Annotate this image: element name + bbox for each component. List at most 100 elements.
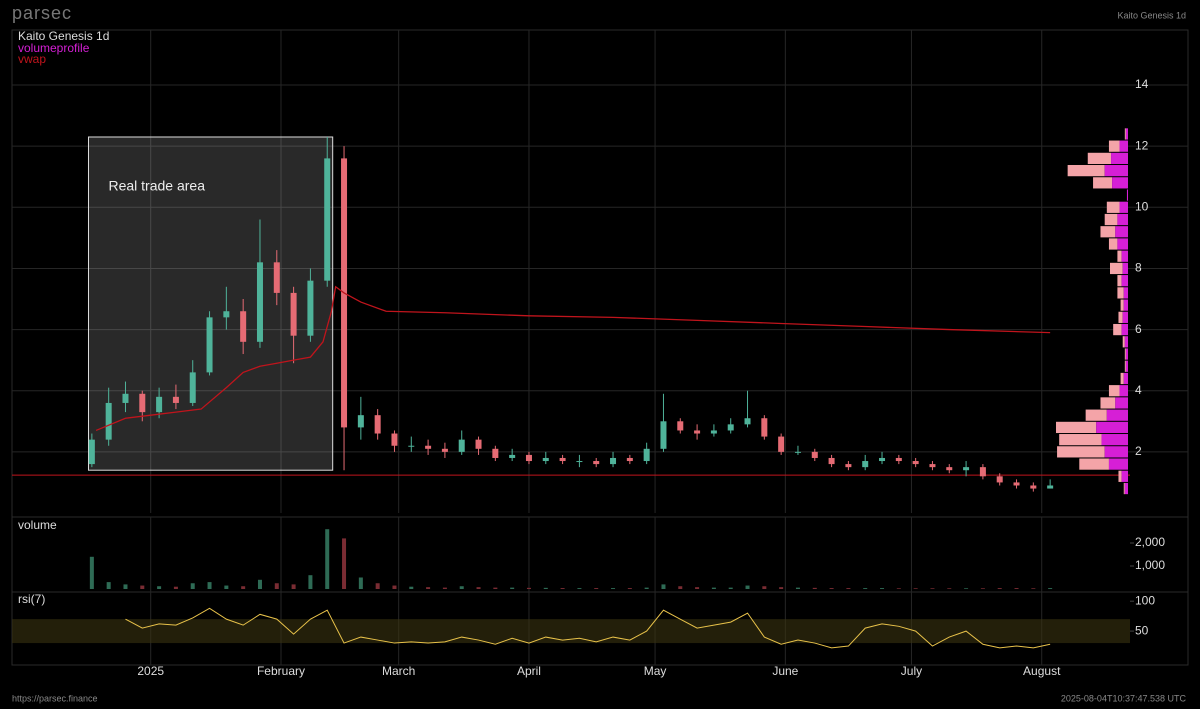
profile-buy [1121,275,1128,287]
candle-body [156,396,163,413]
volume-bar [459,586,464,589]
volume-bar [325,529,330,589]
profile-sell [1100,397,1116,409]
candle-body [357,415,364,428]
candle-body [492,448,499,458]
volume-bar [745,585,750,589]
volume-bar [106,582,111,589]
volume-bar [224,585,229,589]
candle-body [710,430,717,434]
candle-body [88,439,95,465]
profile-buy [1106,409,1128,421]
profile-buy [1112,177,1128,189]
profile-sell [1087,152,1112,165]
candle-body [391,433,398,446]
annotation-text: Real trade area [108,178,205,194]
volume-bar [980,588,985,589]
volume-bar [812,587,817,589]
vwap-line [95,285,1051,432]
volume-bar [526,587,531,589]
profile-buy [1104,446,1128,458]
volume-bar [257,579,262,589]
candle-body [895,457,902,462]
volume-bar [930,588,935,589]
candle-body [324,158,331,281]
profile-sell [1117,287,1124,299]
volume-bar [627,588,632,589]
profile-sell [1124,348,1126,360]
candle-body [273,262,280,293]
candle-body [862,461,869,468]
volume-bar [661,584,666,589]
profile-buy [1117,213,1128,226]
y-tick-label: 8 [1135,261,1142,275]
profile-buy [1101,434,1128,446]
profile-sell [1057,446,1105,458]
volume-bar [157,586,162,589]
x-tick-label: 2025 [137,664,164,678]
profile-buy [1125,128,1128,140]
candle-body [946,467,953,471]
chart-title: Kaito Genesis 1d [18,29,109,43]
profile-sell [1108,140,1120,152]
y-tick-label: 10 [1135,199,1149,213]
profile-sell [1100,226,1116,238]
volume-bar [560,588,565,589]
volume-bar [543,587,548,589]
profile-sell [1110,262,1123,275]
volume-bar [1031,588,1036,589]
volume-bar [695,587,700,589]
rsi-line [125,607,1051,649]
profile-sell [1106,201,1120,213]
candle-body [643,448,650,462]
profile-sell [1079,458,1109,470]
candle-body [660,421,667,449]
x-tick-label: June [772,664,798,678]
x-tick-label: February [257,664,305,678]
profile-sell [1056,421,1097,434]
candle-body [610,457,617,465]
candle-body [761,418,768,437]
profile-buy [1117,238,1128,250]
volume-bar [846,588,851,589]
volume-bar [964,588,969,589]
volume-bar [880,588,885,589]
profile-sell [1117,275,1122,287]
legend-entry: volumeprofile [18,41,90,55]
candle-body [778,436,785,452]
volume-bar [342,538,347,589]
volume-bar [493,587,498,589]
volume-bar [510,587,515,589]
profile-buy [1108,458,1128,470]
volume-bar [241,586,246,589]
profile-buy [1121,470,1128,482]
candle-body [963,467,970,471]
profile-sell [1067,165,1105,177]
candle-body [509,454,516,458]
volume-bar [611,588,616,589]
volume-bar [947,588,952,589]
profile-buy [1123,299,1128,311]
x-tick-label: March [382,664,415,678]
candle-body [206,317,213,373]
profile-buy [1123,287,1128,299]
volume-bar [997,588,1002,589]
candle-body [122,393,129,403]
volume-bar [863,588,868,589]
candle-body [828,457,835,465]
volume-bar [358,577,363,589]
candle-body [105,402,112,440]
profile-buy [1119,140,1128,152]
y-tick-label: 6 [1135,322,1142,336]
candle-body [139,393,146,413]
volume-bar [426,587,431,589]
profile-buy [1096,421,1128,434]
candle-body [912,461,919,465]
volume-bar [913,588,918,589]
candle-body [576,461,583,463]
candle-body [542,457,549,462]
profile-buy [1119,201,1128,213]
candle-body [744,418,751,425]
legend-entry: vwap [18,52,46,66]
